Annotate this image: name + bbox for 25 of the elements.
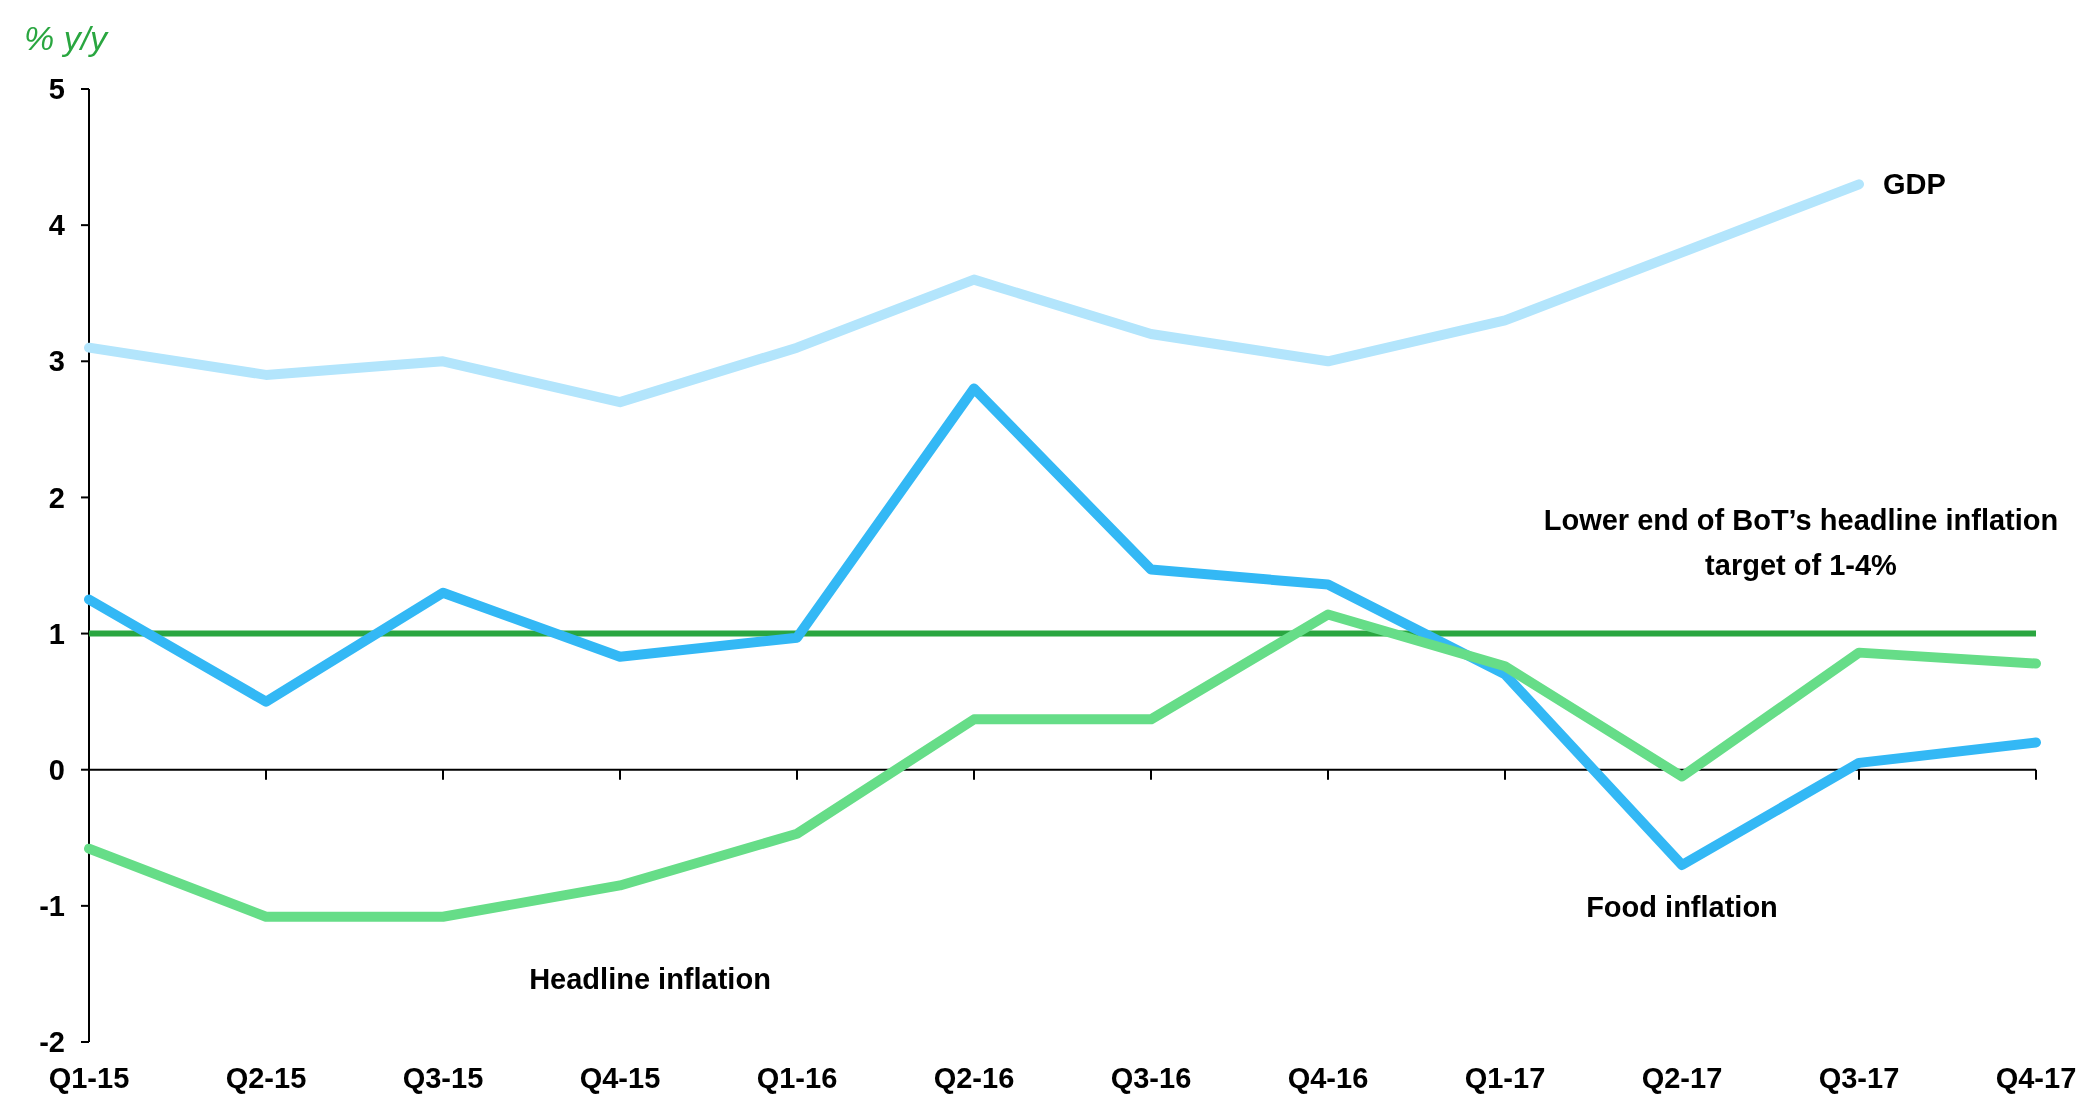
y-tick-label: 1 xyxy=(48,617,65,650)
x-tick-label: Q1-15 xyxy=(48,1062,130,1094)
x-tick-label: Q2-15 xyxy=(225,1062,307,1094)
series-label: GDP xyxy=(1883,168,1946,201)
y-tick-label: -2 xyxy=(39,1026,65,1059)
x-tick-label: Q4-16 xyxy=(1287,1062,1369,1094)
y-tick-label: 4 xyxy=(48,209,65,242)
y-axis-title: % y/y xyxy=(24,19,110,57)
x-tick-label: Q2-16 xyxy=(933,1062,1015,1094)
y-tick-label: 5 xyxy=(48,73,65,106)
x-tick-label: Q3-16 xyxy=(1110,1062,1192,1094)
y-tick-label: 2 xyxy=(48,481,65,514)
x-tick-label: Q4-15 xyxy=(579,1062,661,1094)
y-tick-label: -1 xyxy=(39,890,65,923)
y-tick-label: 3 xyxy=(48,345,65,378)
x-tick-label: Q1-17 xyxy=(1464,1062,1546,1094)
x-tick-label: Q3-15 xyxy=(402,1062,484,1094)
x-tick-label: Q4-17 xyxy=(1995,1062,2077,1094)
series-label: Food inflation xyxy=(1586,891,1778,924)
x-tick-label: Q2-17 xyxy=(1641,1062,1723,1094)
text: Headline inflation xyxy=(529,962,771,995)
x-tick-label: Q3-17 xyxy=(1818,1062,1900,1094)
ref-line-label: Lower end of BoT’s headline inflation target of 1-4% xyxy=(1543,503,2059,581)
y-tick-label: 0 xyxy=(48,753,65,786)
x-tick-label: Q1-16 xyxy=(756,1062,838,1094)
